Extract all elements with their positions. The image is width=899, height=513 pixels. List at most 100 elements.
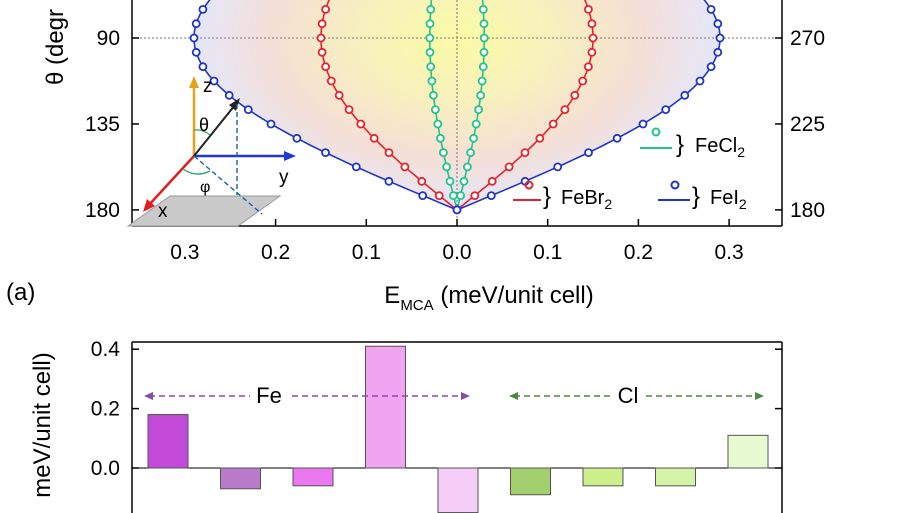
data-point-fei2 (198, 4, 208, 14)
tick-labels: 0.3 0.2 0.1 0.0 0.1 0.2 0.3 90 135 180 270 225 180 (85, 27, 825, 264)
data-point-febr2 (316, 33, 326, 43)
data-point-febr2 (560, 105, 570, 114)
inset-x-axis (147, 155, 195, 207)
legend-entry-fecl2: } FeCl2 (640, 127, 745, 160)
legend-marker-fei2 (670, 180, 680, 190)
data-point-fei2 (384, 176, 394, 186)
inset-z-arrowhead (189, 76, 199, 88)
data-point-fecl2 (427, 76, 437, 86)
cl-group-annotation: Cl (509, 383, 764, 408)
x-tick-label: 0.1 (352, 241, 381, 264)
bar (510, 467, 551, 496)
data-point-fecl2 (471, 119, 481, 129)
coordinate-inset: z y x θ φ (126, 76, 296, 227)
bar-tick-labels: 0.4 0.2 0.0 (91, 338, 121, 480)
inset-x-label: x (158, 201, 168, 222)
data-point-febr2 (434, 191, 444, 201)
fe-arrow-right-head (461, 392, 470, 400)
inset-z-label: z (203, 76, 213, 97)
inset-vector-arrowhead (229, 98, 240, 111)
data-point-fecl2 (426, 62, 436, 72)
data-point-fecl2 (428, 90, 438, 100)
plot-frame (131, 0, 783, 227)
data-point-febr2 (588, 33, 598, 43)
inset-y-arrowhead (284, 151, 296, 161)
data-point-fei2 (198, 62, 208, 72)
data-point-febr2 (417, 176, 427, 186)
data-point-fecl2 (478, 62, 488, 72)
data-point-fei2 (713, 47, 723, 57)
y-tick-label-right: 180 (790, 199, 825, 222)
inset-plane (126, 195, 282, 227)
legend-label-fei2: FeI2 (710, 187, 747, 212)
y-tick-label-right: 270 (790, 27, 825, 50)
data-point-febr2 (578, 76, 588, 86)
data-point-fei2 (680, 90, 690, 100)
data-point-febr2 (344, 105, 354, 114)
cl-arrow-left-head (509, 392, 518, 400)
legend-marker-febr2 (524, 180, 534, 190)
inset-y-label: y (279, 167, 289, 188)
fe-group-annotation: Fe (144, 383, 470, 408)
data-point-fecl2 (442, 162, 452, 172)
series-group (189, 0, 725, 215)
data-point-febr2 (400, 162, 410, 172)
data-point-febr2 (317, 47, 327, 57)
data-point-fei2 (486, 191, 496, 201)
data-point-febr2 (321, 4, 331, 14)
data-point-fei2 (612, 133, 622, 143)
data-point-febr2 (584, 62, 593, 72)
legend-entry-febr2: } FeBr2 (513, 180, 612, 212)
data-point-fei2 (695, 76, 705, 86)
data-point-fecl2 (430, 105, 440, 114)
data-point-fecl2 (435, 133, 445, 143)
data-point-febr2 (369, 133, 379, 143)
data-point-fei2 (351, 162, 361, 172)
data-point-fecl2 (425, 33, 435, 43)
bar (655, 467, 696, 487)
data-point-febr2 (317, 19, 327, 29)
data-point-febr2 (356, 119, 366, 129)
data-point-fei2 (553, 162, 563, 172)
data-point-fecl2 (456, 191, 466, 201)
data-point-fecl2 (438, 148, 448, 158)
data-point-febr2 (321, 62, 331, 72)
inset-theta-label: θ (199, 115, 209, 135)
y-tick-label-right: 225 (790, 113, 825, 136)
legend-label-febr2: FeBr2 (561, 187, 612, 212)
x-axis-label: EMCA (meV/unit cell) (384, 282, 593, 314)
x-tick-label: 0.3 (170, 241, 199, 264)
bar-y-axis-label: meV/unit cell) (29, 352, 56, 497)
legend-brace-fei2: } (692, 183, 700, 210)
x-tick-label: 0.3 (714, 241, 743, 264)
bar (365, 345, 406, 469)
data-point-fecl2 (474, 105, 484, 114)
data-point-fecl2 (479, 19, 489, 29)
x-tick-label: 0.2 (624, 241, 653, 264)
panel-b: 0.4 0.2 0.0 meV/unit cell) Fe Cl (29, 338, 783, 513)
bar (582, 467, 624, 487)
data-point-febr2 (504, 162, 514, 172)
data-point-fecl2 (425, 47, 435, 57)
y-tick-label-left: 135 (85, 113, 120, 136)
y-tick-label-left: 90 (97, 27, 120, 50)
data-point-fecl2 (426, 4, 436, 14)
data-point-fei2 (243, 105, 253, 114)
legend: } FeCl2 } FeBr2 } FeI2 (513, 127, 747, 212)
bar-series (147, 345, 769, 513)
fe-arrow-left-head (144, 392, 153, 400)
data-point-febr2 (326, 76, 336, 86)
inset-projection-diagonal (193, 155, 263, 215)
data-point-febr2 (535, 133, 545, 143)
data-point-fei2 (418, 191, 428, 201)
data-point-fecl2 (433, 119, 443, 129)
data-point-fei2 (224, 90, 234, 100)
data-point-fecl2 (477, 76, 487, 86)
bar (220, 467, 261, 490)
bar-y-tick-label: 0.4 (91, 338, 121, 361)
data-point-fei2 (189, 33, 199, 43)
legend-brace-febr2: } (543, 183, 551, 210)
fe-group-label: Fe (256, 383, 282, 408)
data-point-fei2 (191, 47, 201, 57)
